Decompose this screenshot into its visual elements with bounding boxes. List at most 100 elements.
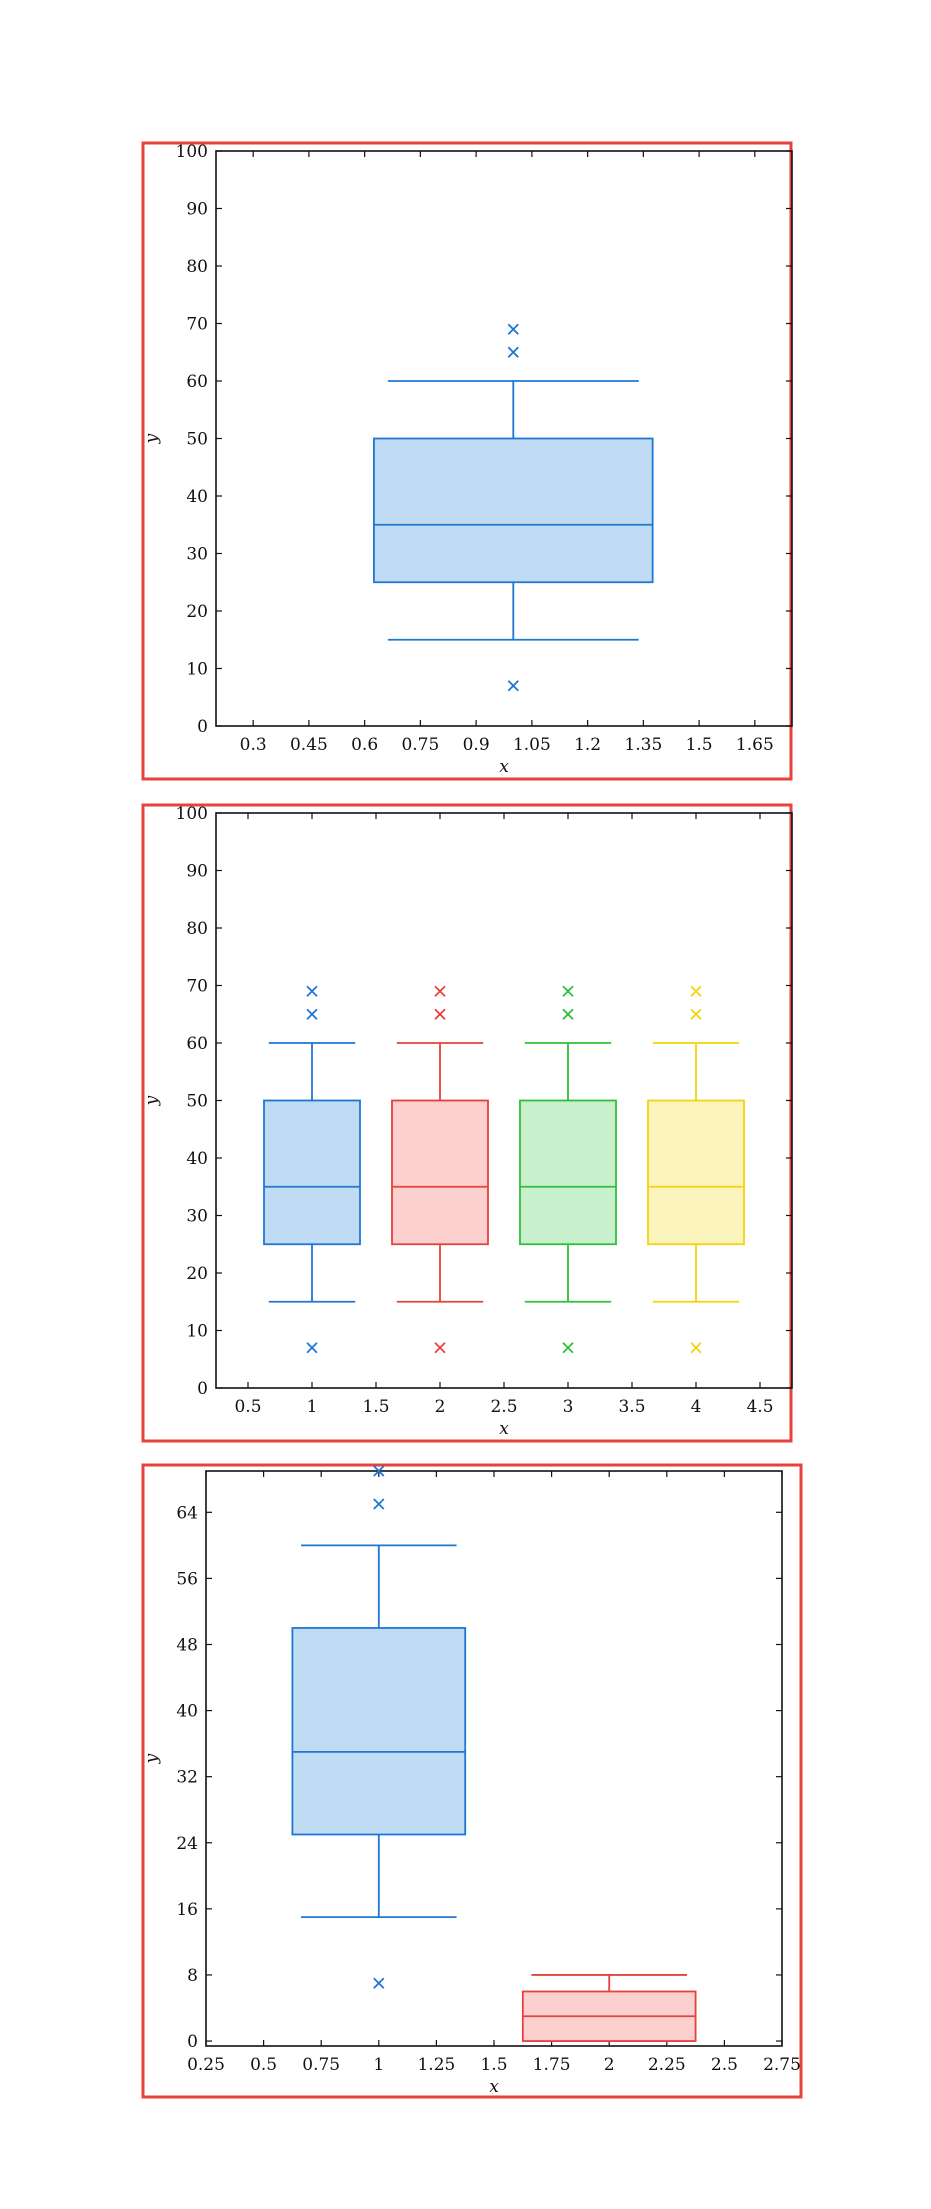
outlier-stroke [373, 1465, 385, 1477]
box-iqr [519, 1099, 617, 1246]
outlier-point [562, 985, 574, 997]
x-axis-label: x [499, 1419, 509, 1439]
outlier-stroke [690, 985, 702, 997]
outlier-point [690, 985, 702, 997]
y-tick-label: 8 [187, 1966, 198, 1986]
box-plot-chart-2: 0.5 1 1.5 2 2.5 3 3.5 4 4.5 0 10 20 30 40 50 60 70 80 90 10… [141, 803, 793, 1443]
outlier-point [373, 1465, 385, 1477]
y-tick-label: 70 [186, 315, 208, 335]
y-axis-label: y [142, 433, 162, 444]
x-tick-label: 2.75 [763, 2055, 801, 2075]
x-tick-label: 1.75 [533, 2055, 571, 2075]
y-tick-label: 50 [186, 1092, 208, 1112]
y-tick-label: 70 [186, 977, 208, 997]
figure-frame [141, 803, 793, 1443]
x-tick-label: 0.75 [401, 735, 439, 755]
outlier-point [507, 323, 519, 335]
outlier-point [306, 1008, 318, 1020]
box-plot-chart-1: 0.3 0.45 0.6 0.75 0.9 1.05 1.2 1.35 1.5 1.65 0 10 20… [141, 141, 793, 781]
outlier-stroke [306, 985, 318, 997]
x-tick-label: 1 [307, 1397, 318, 1417]
y-tick-label: 48 [176, 1635, 198, 1655]
x-tick-label: 0.6 [351, 735, 378, 755]
x-tick-label: 0.75 [302, 2055, 340, 2075]
figure-frame [141, 1463, 803, 2099]
x-tick-label: 2.5 [711, 2055, 738, 2075]
x-tick-label: 1.35 [624, 735, 662, 755]
outlier-point [306, 985, 318, 997]
box-iqr [291, 1627, 467, 1836]
outlier-stroke [562, 985, 574, 997]
figure-frame [141, 141, 793, 781]
x-axis-label: x [499, 757, 509, 777]
outlier-stroke [434, 985, 446, 997]
data-layer [373, 323, 654, 692]
y-tick-label: 0 [197, 1379, 208, 1399]
y-tick-label: 64 [176, 1503, 198, 1523]
box-iqr [391, 1099, 489, 1246]
outlier-point [306, 1342, 318, 1354]
y-axis-label: y [142, 1753, 162, 1764]
x-tick-label: 0.9 [463, 735, 490, 755]
x-tick-label: 0.5 [234, 1397, 261, 1417]
y-tick-label: 90 [186, 200, 208, 220]
outlier-point [507, 680, 519, 692]
y-tick-label: 60 [186, 372, 208, 392]
box-iqr [373, 437, 654, 584]
outlier-stroke [434, 1008, 446, 1020]
y-tick-label: 50 [186, 430, 208, 450]
outlier-stroke [690, 1008, 702, 1020]
x-tick-label: 2 [435, 1397, 446, 1417]
outlier-stroke [507, 346, 519, 358]
outlier-point [434, 985, 446, 997]
x-tick-label: 1.5 [686, 735, 713, 755]
y-tick-label: 20 [186, 602, 208, 622]
outlier-stroke [562, 1342, 574, 1354]
x-tick-label: 0.45 [290, 735, 328, 755]
outlier-stroke [306, 1008, 318, 1020]
x-axis-label: x [489, 2077, 499, 2097]
y-tick-label: 24 [176, 1834, 198, 1854]
outlier-stroke [507, 323, 519, 335]
outlier-point [690, 1008, 702, 1020]
y-tick-label: 56 [176, 1569, 198, 1589]
y-tick-label: 80 [186, 919, 208, 939]
outlier-stroke [373, 1977, 385, 1989]
outlier-stroke [507, 680, 519, 692]
y-tick-label: 32 [176, 1768, 198, 1788]
y-tick-label: 80 [186, 257, 208, 277]
y-tick-label: 90 [186, 862, 208, 882]
x-tick-label: 0.5 [250, 2055, 277, 2075]
box-plot-chart-3: 0.25 0.5 0.75 1 1.25 1.5 1.75 2 2.25 2.5 2.75 0 8 16 2… [141, 1463, 803, 2099]
x-tick-label: 1.5 [362, 1397, 389, 1417]
y-tick-label: 60 [186, 1034, 208, 1054]
y-tick-label: 20 [186, 1264, 208, 1284]
outlier-point [562, 1008, 574, 1020]
x-tick-label: 3 [563, 1397, 574, 1417]
outlier-point [507, 346, 519, 358]
x-tick-label: 1.05 [513, 735, 551, 755]
x-tick-label: 1.2 [574, 735, 601, 755]
y-axis-label: y [142, 1095, 162, 1106]
outlier-point [434, 1008, 446, 1020]
x-tick-label: 1.65 [736, 735, 774, 755]
y-tick-label: 40 [186, 1149, 208, 1169]
box-iqr [647, 1099, 745, 1246]
outlier-stroke [434, 1342, 446, 1354]
x-tick-label: 2.5 [490, 1397, 517, 1417]
outlier-point [562, 1342, 574, 1354]
y-tick-label: 10 [186, 660, 208, 680]
outlier-point [373, 1498, 385, 1510]
outlier-point [690, 1342, 702, 1354]
x-tick-label: 2.25 [648, 2055, 686, 2075]
y-tick-label: 40 [186, 487, 208, 507]
outlier-stroke [306, 1342, 318, 1354]
data-layer [291, 1465, 697, 2042]
y-tick-label: 100 [176, 142, 208, 162]
y-tick-label: 30 [186, 545, 208, 565]
y-tick-label: 30 [186, 1207, 208, 1227]
outlier-stroke [373, 1498, 385, 1510]
x-tick-label: 3.5 [618, 1397, 645, 1417]
y-tick-label: 10 [186, 1322, 208, 1342]
x-tick-label: 1.5 [480, 2055, 507, 2075]
